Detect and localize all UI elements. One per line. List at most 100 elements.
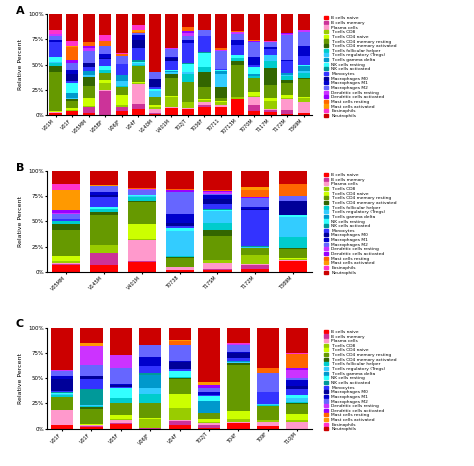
Bar <box>82 113 95 115</box>
Bar <box>49 66 62 72</box>
Bar <box>165 226 194 228</box>
Bar <box>198 107 211 115</box>
Bar <box>90 245 118 253</box>
Bar <box>228 345 249 352</box>
Bar <box>99 83 111 90</box>
Bar <box>264 41 277 42</box>
Bar <box>110 403 132 415</box>
Bar <box>231 32 244 34</box>
Bar <box>139 345 161 357</box>
Bar <box>257 406 279 420</box>
Bar <box>169 341 191 344</box>
Bar <box>198 413 220 419</box>
Bar <box>51 397 73 410</box>
Bar <box>149 114 161 115</box>
Bar <box>81 426 102 427</box>
Bar <box>81 389 102 405</box>
Bar <box>139 373 161 375</box>
Bar <box>165 72 178 74</box>
Bar <box>51 391 73 392</box>
Bar <box>139 388 161 394</box>
Bar <box>198 53 211 67</box>
Bar <box>257 420 279 422</box>
Bar <box>132 33 145 35</box>
Bar <box>49 113 62 115</box>
Bar <box>215 50 227 51</box>
Bar <box>198 401 220 413</box>
Bar <box>52 265 81 272</box>
Bar <box>51 379 73 391</box>
Y-axis label: Relative Percent: Relative Percent <box>18 39 23 90</box>
Bar <box>128 261 156 262</box>
Bar <box>248 105 260 111</box>
Bar <box>281 114 293 115</box>
Bar <box>165 267 194 270</box>
Bar <box>99 73 111 80</box>
Bar <box>82 14 95 42</box>
Bar <box>110 420 132 423</box>
Bar <box>110 385 132 387</box>
Bar <box>298 46 310 56</box>
Bar <box>116 53 128 54</box>
Bar <box>82 47 95 48</box>
Bar <box>66 41 78 46</box>
Bar <box>248 40 260 41</box>
Bar <box>52 256 81 261</box>
Bar <box>149 97 161 105</box>
Bar <box>203 194 232 195</box>
Bar <box>228 419 249 422</box>
Bar <box>66 98 78 99</box>
Bar <box>248 96 260 97</box>
Bar <box>169 421 191 425</box>
Bar <box>110 424 132 429</box>
Bar <box>298 66 310 71</box>
Bar <box>281 95 293 98</box>
Bar <box>51 395 73 397</box>
Bar <box>116 56 128 64</box>
Bar <box>52 224 81 230</box>
Bar <box>241 207 269 209</box>
Bar <box>165 214 194 223</box>
Bar <box>128 171 156 188</box>
Bar <box>203 191 232 192</box>
Bar <box>82 75 95 77</box>
Bar <box>257 392 279 404</box>
Bar <box>198 422 220 423</box>
Bar <box>149 72 161 79</box>
Bar <box>165 190 194 192</box>
Bar <box>132 25 145 30</box>
Bar <box>116 111 128 115</box>
Bar <box>198 423 220 425</box>
Bar <box>215 74 227 87</box>
Bar <box>228 352 249 353</box>
Bar <box>279 258 307 259</box>
Bar <box>281 76 293 80</box>
Bar <box>116 75 128 81</box>
Bar <box>52 184 81 190</box>
Bar <box>99 91 111 115</box>
Bar <box>298 56 310 65</box>
Bar <box>264 101 277 109</box>
Bar <box>169 328 191 340</box>
Bar <box>110 328 132 355</box>
Bar <box>139 366 161 373</box>
Bar <box>81 379 102 389</box>
Bar <box>228 363 249 365</box>
Bar <box>203 204 232 209</box>
Bar <box>286 420 308 422</box>
Bar <box>52 214 81 219</box>
Bar <box>203 230 232 236</box>
Bar <box>49 14 62 30</box>
Bar <box>49 112 62 113</box>
Bar <box>286 414 308 420</box>
Bar <box>231 45 244 55</box>
Bar <box>198 419 220 422</box>
Bar <box>298 32 310 46</box>
Bar <box>228 424 249 429</box>
Bar <box>90 215 118 245</box>
Bar <box>132 14 145 25</box>
Bar <box>281 99 293 110</box>
Bar <box>132 83 145 84</box>
Bar <box>298 113 310 115</box>
Bar <box>110 368 132 384</box>
